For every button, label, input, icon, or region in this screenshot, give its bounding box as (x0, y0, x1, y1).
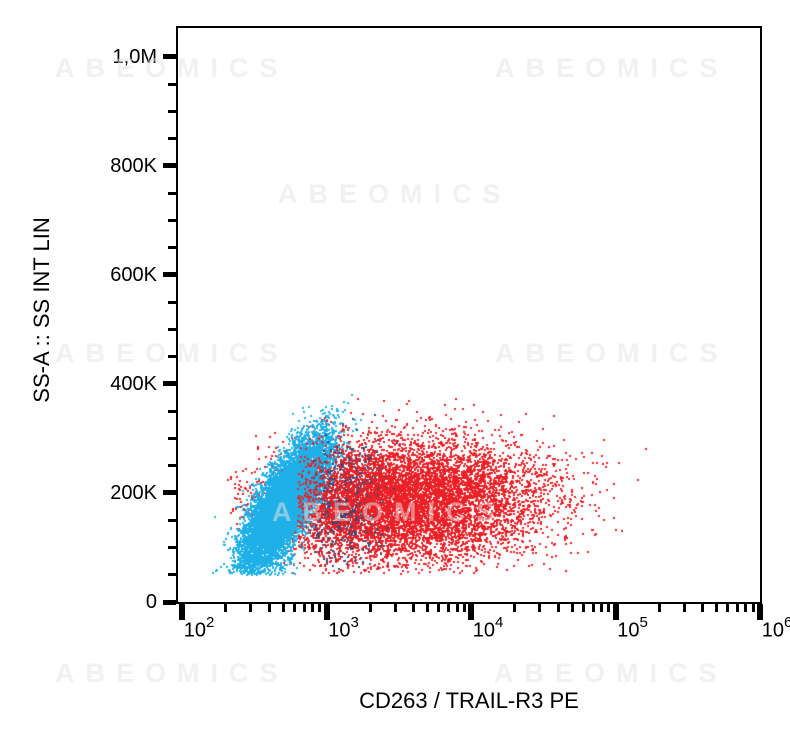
x-tick-minor (657, 604, 661, 612)
x-tick-minor (302, 604, 306, 612)
x-tick-minor (726, 604, 730, 612)
y-tick-label: 0 (145, 591, 157, 613)
x-tick-minor (570, 604, 574, 612)
y-tick-label: 400K (110, 372, 157, 395)
y-tick-major (163, 272, 176, 278)
x-tick-minor (249, 604, 253, 612)
y-tick-minor (168, 82, 176, 86)
x-tick-label: 105 (617, 614, 648, 642)
x-tick-minor (318, 604, 322, 612)
y-tick-minor (168, 464, 176, 468)
x-tick-label: 106 (761, 614, 790, 642)
x-tick-minor (368, 604, 372, 612)
y-tick-major (163, 163, 176, 169)
x-tick-label: 102 (183, 614, 215, 642)
x-tick-minor (455, 604, 459, 612)
x-tick-major (757, 604, 763, 620)
y-tick-minor (168, 218, 176, 222)
x-tick-minor (744, 604, 748, 612)
x-tick-minor (736, 604, 740, 612)
x-tick-major (323, 604, 330, 620)
x-tick-minor (581, 604, 585, 612)
y-tick-minor (168, 327, 176, 331)
x-tick-minor (715, 604, 718, 612)
x-tick-minor (311, 604, 314, 612)
y-tick-minor (168, 300, 176, 304)
x-tick-minor (437, 604, 441, 612)
x-tick-minor (538, 604, 542, 612)
y-tick-major (163, 490, 176, 496)
y-tick-major (163, 599, 176, 605)
plot-frame (176, 26, 762, 604)
x-tick-minor (462, 604, 466, 612)
x-tick-minor (224, 604, 227, 612)
y-tick-minor (168, 109, 176, 113)
y-tick-minor (168, 436, 176, 440)
x-tick-minor (292, 604, 296, 612)
y-tick-major (163, 381, 176, 387)
x-tick-minor (393, 604, 397, 612)
y-tick-label: 800K (110, 154, 157, 177)
y-tick-major (163, 54, 176, 60)
y-tick-minor (168, 545, 176, 549)
x-tick-minor (267, 604, 271, 612)
x-tick-minor (591, 604, 595, 612)
y-tick-minor (168, 573, 176, 577)
y-tick-label: 600K (110, 263, 157, 286)
scatter-plot-canvas (178, 28, 760, 602)
x-tick-minor (600, 604, 603, 612)
x-tick-minor (700, 604, 704, 612)
y-tick-minor (168, 246, 176, 250)
x-tick-minor (751, 604, 755, 612)
x-tick-minor (607, 604, 611, 612)
x-tick-label: 103 (328, 614, 359, 642)
x-tick-minor (682, 604, 686, 612)
y-tick-minor (168, 355, 176, 359)
x-tick-minor (447, 604, 451, 612)
y-tick-minor (168, 191, 176, 195)
y-tick-minor (168, 409, 176, 413)
x-tick-minor (426, 604, 429, 612)
y-tick-minor (168, 137, 176, 141)
y-tick-label: 200K (110, 481, 157, 504)
x-tick-minor (412, 604, 415, 612)
y-tick-minor (168, 518, 176, 522)
x-tick-major (179, 604, 186, 620)
x-axis-title: CD263 / TRAIL-R3 PE (359, 688, 579, 713)
x-tick-minor (513, 604, 516, 612)
y-tick-label: 1,0M (112, 45, 157, 68)
x-tick-major (468, 604, 474, 620)
x-tick-minor (556, 604, 560, 612)
x-tick-minor (281, 604, 285, 612)
x-tick-label: 104 (472, 614, 504, 642)
x-tick-major (612, 604, 619, 620)
